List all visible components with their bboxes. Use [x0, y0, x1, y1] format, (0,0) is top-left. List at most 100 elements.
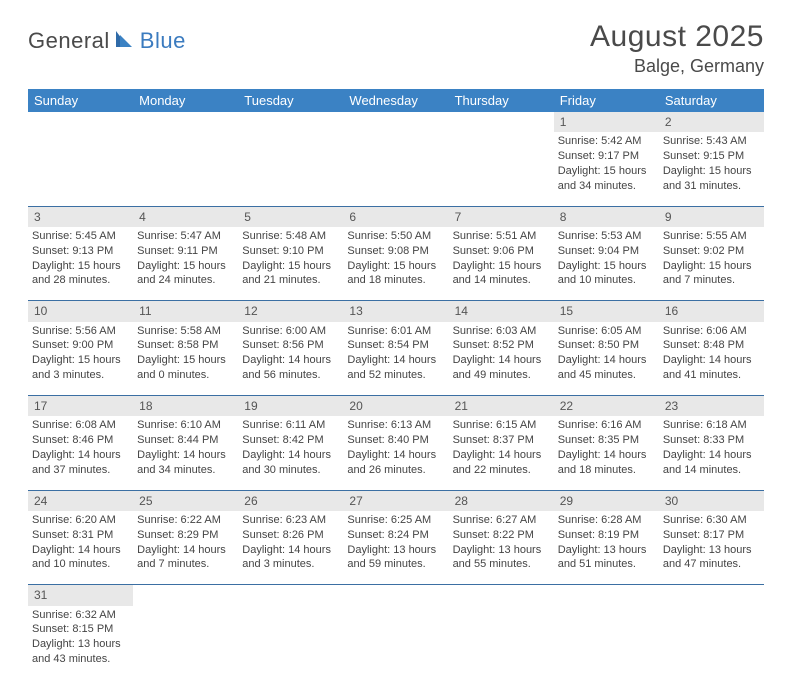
- sunset-text: Sunset: 9:11 PM: [137, 244, 234, 259]
- day-cell: Sunrise: 5:47 AMSunset: 9:11 PMDaylight:…: [133, 227, 238, 301]
- daylight-text: Daylight: 15 hours: [32, 259, 129, 274]
- day-number: 21: [449, 396, 554, 417]
- sunset-text: Sunset: 8:52 PM: [453, 338, 550, 353]
- daylight-text: Daylight: 13 hours: [558, 543, 655, 558]
- month-title: August 2025: [590, 20, 764, 54]
- sunrise-text: Sunrise: 6:01 AM: [347, 324, 444, 339]
- sunrise-text: Sunrise: 6:18 AM: [663, 418, 760, 433]
- daylight-text: Daylight: 14 hours: [242, 448, 339, 463]
- day-number: 20: [343, 396, 448, 417]
- day-cell: [238, 606, 343, 680]
- daylight-text: Daylight: 14 hours: [558, 353, 655, 368]
- day-number: 18: [133, 396, 238, 417]
- day-number: 19: [238, 396, 343, 417]
- daylight-text2: and 10 minutes.: [558, 273, 655, 288]
- daylight-text2: and 26 minutes.: [347, 463, 444, 478]
- day-number-row: 17181920212223: [28, 396, 764, 417]
- logo-sail-icon: [114, 29, 136, 54]
- daylight-text2: and 51 minutes.: [558, 557, 655, 572]
- daylight-text2: and 55 minutes.: [453, 557, 550, 572]
- daylight-text2: and 45 minutes.: [558, 368, 655, 383]
- daylight-text2: and 34 minutes.: [137, 463, 234, 478]
- day-number: 10: [28, 301, 133, 322]
- day-cell: Sunrise: 5:51 AMSunset: 9:06 PMDaylight:…: [449, 227, 554, 301]
- daylight-text: Daylight: 13 hours: [453, 543, 550, 558]
- day-cell: Sunrise: 6:22 AMSunset: 8:29 PMDaylight:…: [133, 511, 238, 585]
- day-cell: Sunrise: 5:58 AMSunset: 8:58 PMDaylight:…: [133, 322, 238, 396]
- sunrise-text: Sunrise: 6:16 AM: [558, 418, 655, 433]
- daylight-text: Daylight: 15 hours: [558, 259, 655, 274]
- sunrise-text: Sunrise: 5:53 AM: [558, 229, 655, 244]
- daylight-text2: and 59 minutes.: [347, 557, 444, 572]
- sunset-text: Sunset: 9:13 PM: [32, 244, 129, 259]
- day-content-row: Sunrise: 5:42 AMSunset: 9:17 PMDaylight:…: [28, 132, 764, 206]
- day-cell: Sunrise: 5:42 AMSunset: 9:17 PMDaylight:…: [554, 132, 659, 206]
- day-header-row: SundayMondayTuesdayWednesdayThursdayFrid…: [28, 89, 764, 112]
- day-number-row: 12: [28, 112, 764, 132]
- day-number: 22: [554, 396, 659, 417]
- daylight-text: Daylight: 14 hours: [137, 543, 234, 558]
- day-cell: Sunrise: 5:43 AMSunset: 9:15 PMDaylight:…: [659, 132, 764, 206]
- sunrise-text: Sunrise: 6:10 AM: [137, 418, 234, 433]
- day-number: 11: [133, 301, 238, 322]
- day-number: 3: [28, 206, 133, 227]
- sunrise-text: Sunrise: 6:22 AM: [137, 513, 234, 528]
- sunrise-text: Sunrise: 6:32 AM: [32, 608, 129, 623]
- day-number: [238, 112, 343, 132]
- day-content-row: Sunrise: 6:20 AMSunset: 8:31 PMDaylight:…: [28, 511, 764, 585]
- day-cell: Sunrise: 6:00 AMSunset: 8:56 PMDaylight:…: [238, 322, 343, 396]
- day-content-row: Sunrise: 5:45 AMSunset: 9:13 PMDaylight:…: [28, 227, 764, 301]
- daylight-text: Daylight: 15 hours: [663, 259, 760, 274]
- daylight-text2: and 43 minutes.: [32, 652, 129, 667]
- calendar-table: SundayMondayTuesdayWednesdayThursdayFrid…: [28, 89, 764, 680]
- day-cell: Sunrise: 5:45 AMSunset: 9:13 PMDaylight:…: [28, 227, 133, 301]
- daylight-text2: and 37 minutes.: [32, 463, 129, 478]
- sunrise-text: Sunrise: 6:23 AM: [242, 513, 339, 528]
- sunrise-text: Sunrise: 6:15 AM: [453, 418, 550, 433]
- title-block: August 2025 Balge, Germany: [590, 20, 764, 77]
- day-cell: Sunrise: 5:56 AMSunset: 9:00 PMDaylight:…: [28, 322, 133, 396]
- sunrise-text: Sunrise: 6:05 AM: [558, 324, 655, 339]
- sunrise-text: Sunrise: 5:45 AM: [32, 229, 129, 244]
- day-number: 14: [449, 301, 554, 322]
- day-cell: Sunrise: 5:55 AMSunset: 9:02 PMDaylight:…: [659, 227, 764, 301]
- daylight-text2: and 49 minutes.: [453, 368, 550, 383]
- daylight-text: Daylight: 14 hours: [663, 353, 760, 368]
- daylight-text2: and 31 minutes.: [663, 179, 760, 194]
- day-cell: Sunrise: 6:08 AMSunset: 8:46 PMDaylight:…: [28, 416, 133, 490]
- day-number: 4: [133, 206, 238, 227]
- daylight-text2: and 14 minutes.: [453, 273, 550, 288]
- logo-text-blue: Blue: [140, 28, 186, 54]
- day-number: [449, 112, 554, 132]
- sunset-text: Sunset: 8:17 PM: [663, 528, 760, 543]
- day-number: 28: [449, 490, 554, 511]
- daylight-text: Daylight: 13 hours: [663, 543, 760, 558]
- day-cell: [238, 132, 343, 206]
- sunset-text: Sunset: 9:15 PM: [663, 149, 760, 164]
- daylight-text: Daylight: 13 hours: [32, 637, 129, 652]
- daylight-text: Daylight: 14 hours: [242, 543, 339, 558]
- day-cell: Sunrise: 5:48 AMSunset: 9:10 PMDaylight:…: [238, 227, 343, 301]
- daylight-text2: and 52 minutes.: [347, 368, 444, 383]
- day-cell: Sunrise: 6:05 AMSunset: 8:50 PMDaylight:…: [554, 322, 659, 396]
- day-number: 9: [659, 206, 764, 227]
- day-header: Wednesday: [343, 89, 448, 112]
- sunset-text: Sunset: 8:48 PM: [663, 338, 760, 353]
- daylight-text: Daylight: 15 hours: [32, 353, 129, 368]
- sunset-text: Sunset: 8:54 PM: [347, 338, 444, 353]
- daylight-text: Daylight: 15 hours: [137, 353, 234, 368]
- location-label: Balge, Germany: [590, 56, 764, 77]
- sunrise-text: Sunrise: 6:00 AM: [242, 324, 339, 339]
- sunrise-text: Sunrise: 5:50 AM: [347, 229, 444, 244]
- daylight-text: Daylight: 15 hours: [137, 259, 234, 274]
- day-number: 12: [238, 301, 343, 322]
- day-number: [133, 112, 238, 132]
- day-number: 2: [659, 112, 764, 132]
- sunset-text: Sunset: 8:33 PM: [663, 433, 760, 448]
- day-number: [133, 585, 238, 606]
- day-cell: Sunrise: 6:23 AMSunset: 8:26 PMDaylight:…: [238, 511, 343, 585]
- sunset-text: Sunset: 9:10 PM: [242, 244, 339, 259]
- page-header: General Blue August 2025 Balge, Germany: [28, 20, 764, 77]
- sunrise-text: Sunrise: 5:47 AM: [137, 229, 234, 244]
- daylight-text2: and 7 minutes.: [663, 273, 760, 288]
